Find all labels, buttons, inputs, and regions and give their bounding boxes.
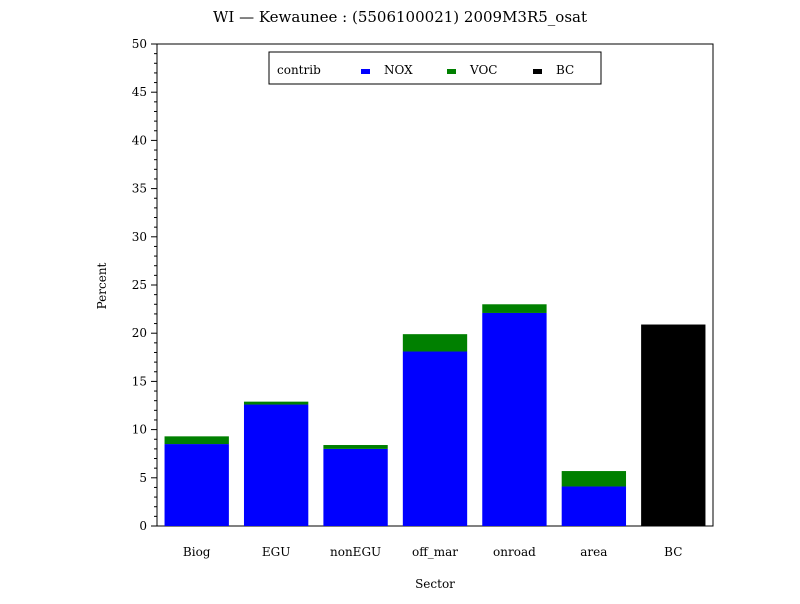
legend-swatch-BC [533,69,542,74]
y-axis-title: Percent [95,262,109,309]
legend-swatch-NOX [361,69,370,74]
bar-EGU-VOC [243,401,309,405]
y-tick-label: 40 [132,133,147,147]
legend-frame [268,51,602,85]
y-tick-label: 0 [139,519,147,533]
y-tick-label: 15 [132,374,147,388]
legend: contrib NOX VOC BC [268,51,602,85]
bar-area-NOX [561,486,627,526]
x-category-label: Biog [183,545,211,559]
bar-area-VOC [561,471,627,487]
bar-nonEGU-VOC [323,445,388,449]
x-axis-title: Sector [415,577,455,591]
bar-onroad-VOC [482,304,547,313]
bar-BC-BC [641,324,706,526]
y-tick-label: 30 [132,230,147,244]
legend-label-BC: BC [556,63,574,77]
y-axis: 0 5 10 15 20 25 30 35 40 45 50 [132,37,157,533]
bar-off_mar-VOC [402,334,468,352]
bar-EGU-NOX [243,404,309,526]
x-category-label: EGU [262,545,290,559]
legend-swatch-VOC [447,69,456,74]
chart-title: WI — Kewaunee : (5506100021) 2009M3R5_os… [213,8,587,26]
bar-nonEGU-NOX [323,448,388,526]
bar-Biog-VOC [164,436,229,445]
y-tick-label: 20 [132,326,147,340]
legend-label-VOC: VOC [469,63,497,77]
x-category-label: onroad [493,545,536,559]
legend-label-NOX: NOX [384,63,413,77]
y-tick-label: 10 [132,423,147,437]
y-tick-label: 35 [132,182,147,196]
y-tick-label: 25 [132,278,147,292]
x-category-label: nonEGU [330,545,381,559]
x-axis: Biog EGU nonEGU off_mar onroad area BC [183,545,682,559]
x-category-label: area [580,545,607,559]
y-tick-label: 5 [139,471,147,485]
bar-onroad-NOX [482,312,547,526]
x-category-label: BC [664,545,682,559]
x-category-label: off_mar [412,545,458,559]
bar-off_mar-NOX [402,351,468,526]
bar-Biog-NOX [164,444,229,526]
y-tick-label: 45 [132,85,147,99]
legend-title: contrib [277,63,321,77]
bars-group [164,304,706,526]
y-tick-label: 50 [132,37,147,51]
